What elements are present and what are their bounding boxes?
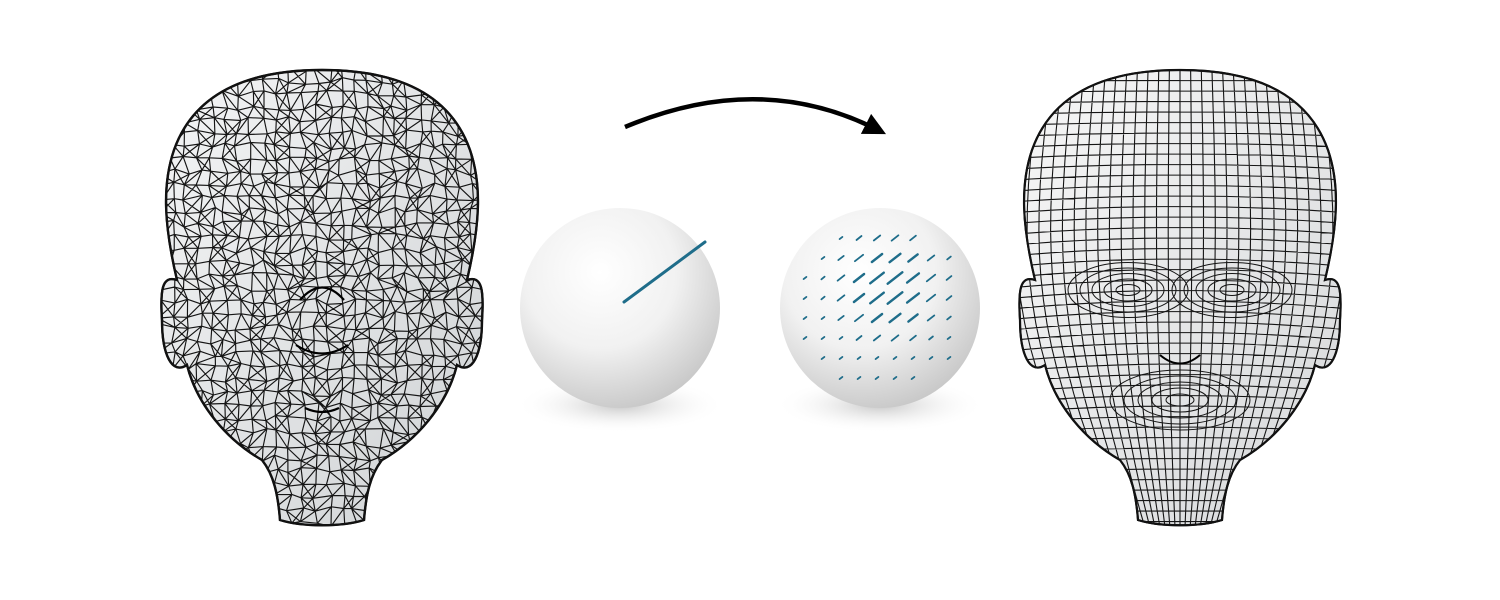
direction-stroke xyxy=(874,375,880,381)
direction-stroke xyxy=(856,355,862,361)
direction-stroke xyxy=(838,375,844,381)
direction-stroke xyxy=(820,335,826,341)
eye-edge-loop xyxy=(1079,267,1177,313)
triangle-mesh-lines xyxy=(161,70,483,526)
arrow-curve xyxy=(624,97,887,135)
direction-stroke xyxy=(820,315,826,321)
direction-stroke xyxy=(838,355,844,361)
direction-stroke xyxy=(820,295,826,301)
direction-stroke xyxy=(907,253,919,263)
eye-edge-loop xyxy=(1091,273,1165,307)
transfer-arrow xyxy=(624,97,887,135)
direction-stroke xyxy=(945,295,953,301)
direction-stroke xyxy=(836,274,846,282)
eye-edge-loop xyxy=(1115,284,1141,296)
quad-mesh-edges xyxy=(1019,70,1341,526)
mouth-edge-loop xyxy=(1151,387,1209,413)
eye-edge-loop xyxy=(1219,284,1245,296)
direction-stroke xyxy=(928,355,934,361)
direction-stroke xyxy=(886,291,904,305)
direction-stroke xyxy=(928,335,934,341)
direction-stroke xyxy=(892,355,898,361)
direction-stroke xyxy=(837,254,845,262)
direction-stroke xyxy=(820,255,826,261)
direction-stroke xyxy=(855,335,863,341)
direction-stroke xyxy=(872,334,882,342)
eye-edge-loop xyxy=(1195,273,1269,307)
triangle-mesh-head xyxy=(160,68,484,527)
direction-stroke xyxy=(802,315,808,321)
direction-stroke xyxy=(869,271,885,285)
direction-stroke xyxy=(837,314,845,322)
direction-stroke xyxy=(852,292,866,304)
direction-stroke xyxy=(910,355,916,361)
direction-stroke xyxy=(925,273,937,283)
direction-stroke xyxy=(886,271,904,285)
quad-mesh-lines xyxy=(1019,70,1341,526)
direction-stroke xyxy=(854,253,864,263)
face-feature-lines-left xyxy=(295,286,349,414)
direction-stroke xyxy=(926,314,936,322)
direction-stroke xyxy=(838,235,844,241)
eye-edge-loop xyxy=(1171,262,1293,318)
direction-stroke xyxy=(888,312,902,324)
direction-stroke xyxy=(852,272,866,284)
direction-stroke xyxy=(874,355,880,361)
direction-stroke xyxy=(907,313,919,323)
direction-stroke xyxy=(870,312,884,324)
sphere-left xyxy=(520,208,720,408)
direction-stroke xyxy=(946,255,952,261)
direction-field-strokes xyxy=(802,234,953,381)
direction-stroke xyxy=(909,334,917,342)
direction-stroke xyxy=(892,375,898,381)
eye-edge-loop xyxy=(1207,278,1257,302)
direction-stroke xyxy=(890,234,900,242)
direction-stroke xyxy=(946,335,952,341)
quad-mesh-head xyxy=(1018,68,1342,527)
direction-stroke xyxy=(872,234,882,242)
direction-stroke xyxy=(836,294,846,302)
mouth-edge-loop xyxy=(1123,375,1237,425)
direction-stroke xyxy=(910,375,916,381)
direction-stroke xyxy=(909,234,917,242)
direction-stroke xyxy=(802,275,808,281)
direction-stroke xyxy=(905,272,921,284)
eye-edge-loop xyxy=(1067,262,1189,318)
direction-stroke xyxy=(802,335,808,341)
direction-stroke xyxy=(946,315,952,321)
direction-stroke xyxy=(820,355,826,361)
direction-stroke xyxy=(946,355,952,361)
direction-stroke xyxy=(945,275,953,281)
direction-stroke xyxy=(855,235,863,241)
direction-stroke-single xyxy=(622,240,707,304)
head-outline-right xyxy=(1018,68,1342,527)
head-outline-left xyxy=(160,68,484,527)
direction-stroke xyxy=(890,334,900,342)
direction-stroke xyxy=(854,313,864,323)
eye-edge-loop xyxy=(1183,267,1281,313)
sphere-right xyxy=(780,208,980,408)
eye-edge-loop xyxy=(1103,278,1153,302)
nose-line-right xyxy=(1159,354,1201,365)
direction-stroke xyxy=(925,293,937,303)
mouth-edge-loop xyxy=(1137,381,1223,419)
direction-stroke xyxy=(869,291,885,305)
direction-stroke xyxy=(856,375,862,381)
direction-stroke xyxy=(926,254,936,262)
direction-stroke xyxy=(838,335,844,341)
direction-stroke xyxy=(905,292,921,304)
sphere-direction-field xyxy=(775,208,985,433)
direction-stroke xyxy=(820,275,826,281)
mouth-edge-loop xyxy=(1109,369,1251,431)
direction-stroke xyxy=(870,252,884,264)
direction-stroke xyxy=(888,252,902,264)
sphere-single-direction xyxy=(515,208,725,433)
mouth-edge-loop xyxy=(1165,393,1195,407)
direction-stroke xyxy=(802,295,808,301)
